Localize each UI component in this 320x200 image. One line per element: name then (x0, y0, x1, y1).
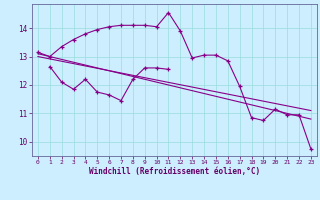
X-axis label: Windchill (Refroidissement éolien,°C): Windchill (Refroidissement éolien,°C) (89, 167, 260, 176)
